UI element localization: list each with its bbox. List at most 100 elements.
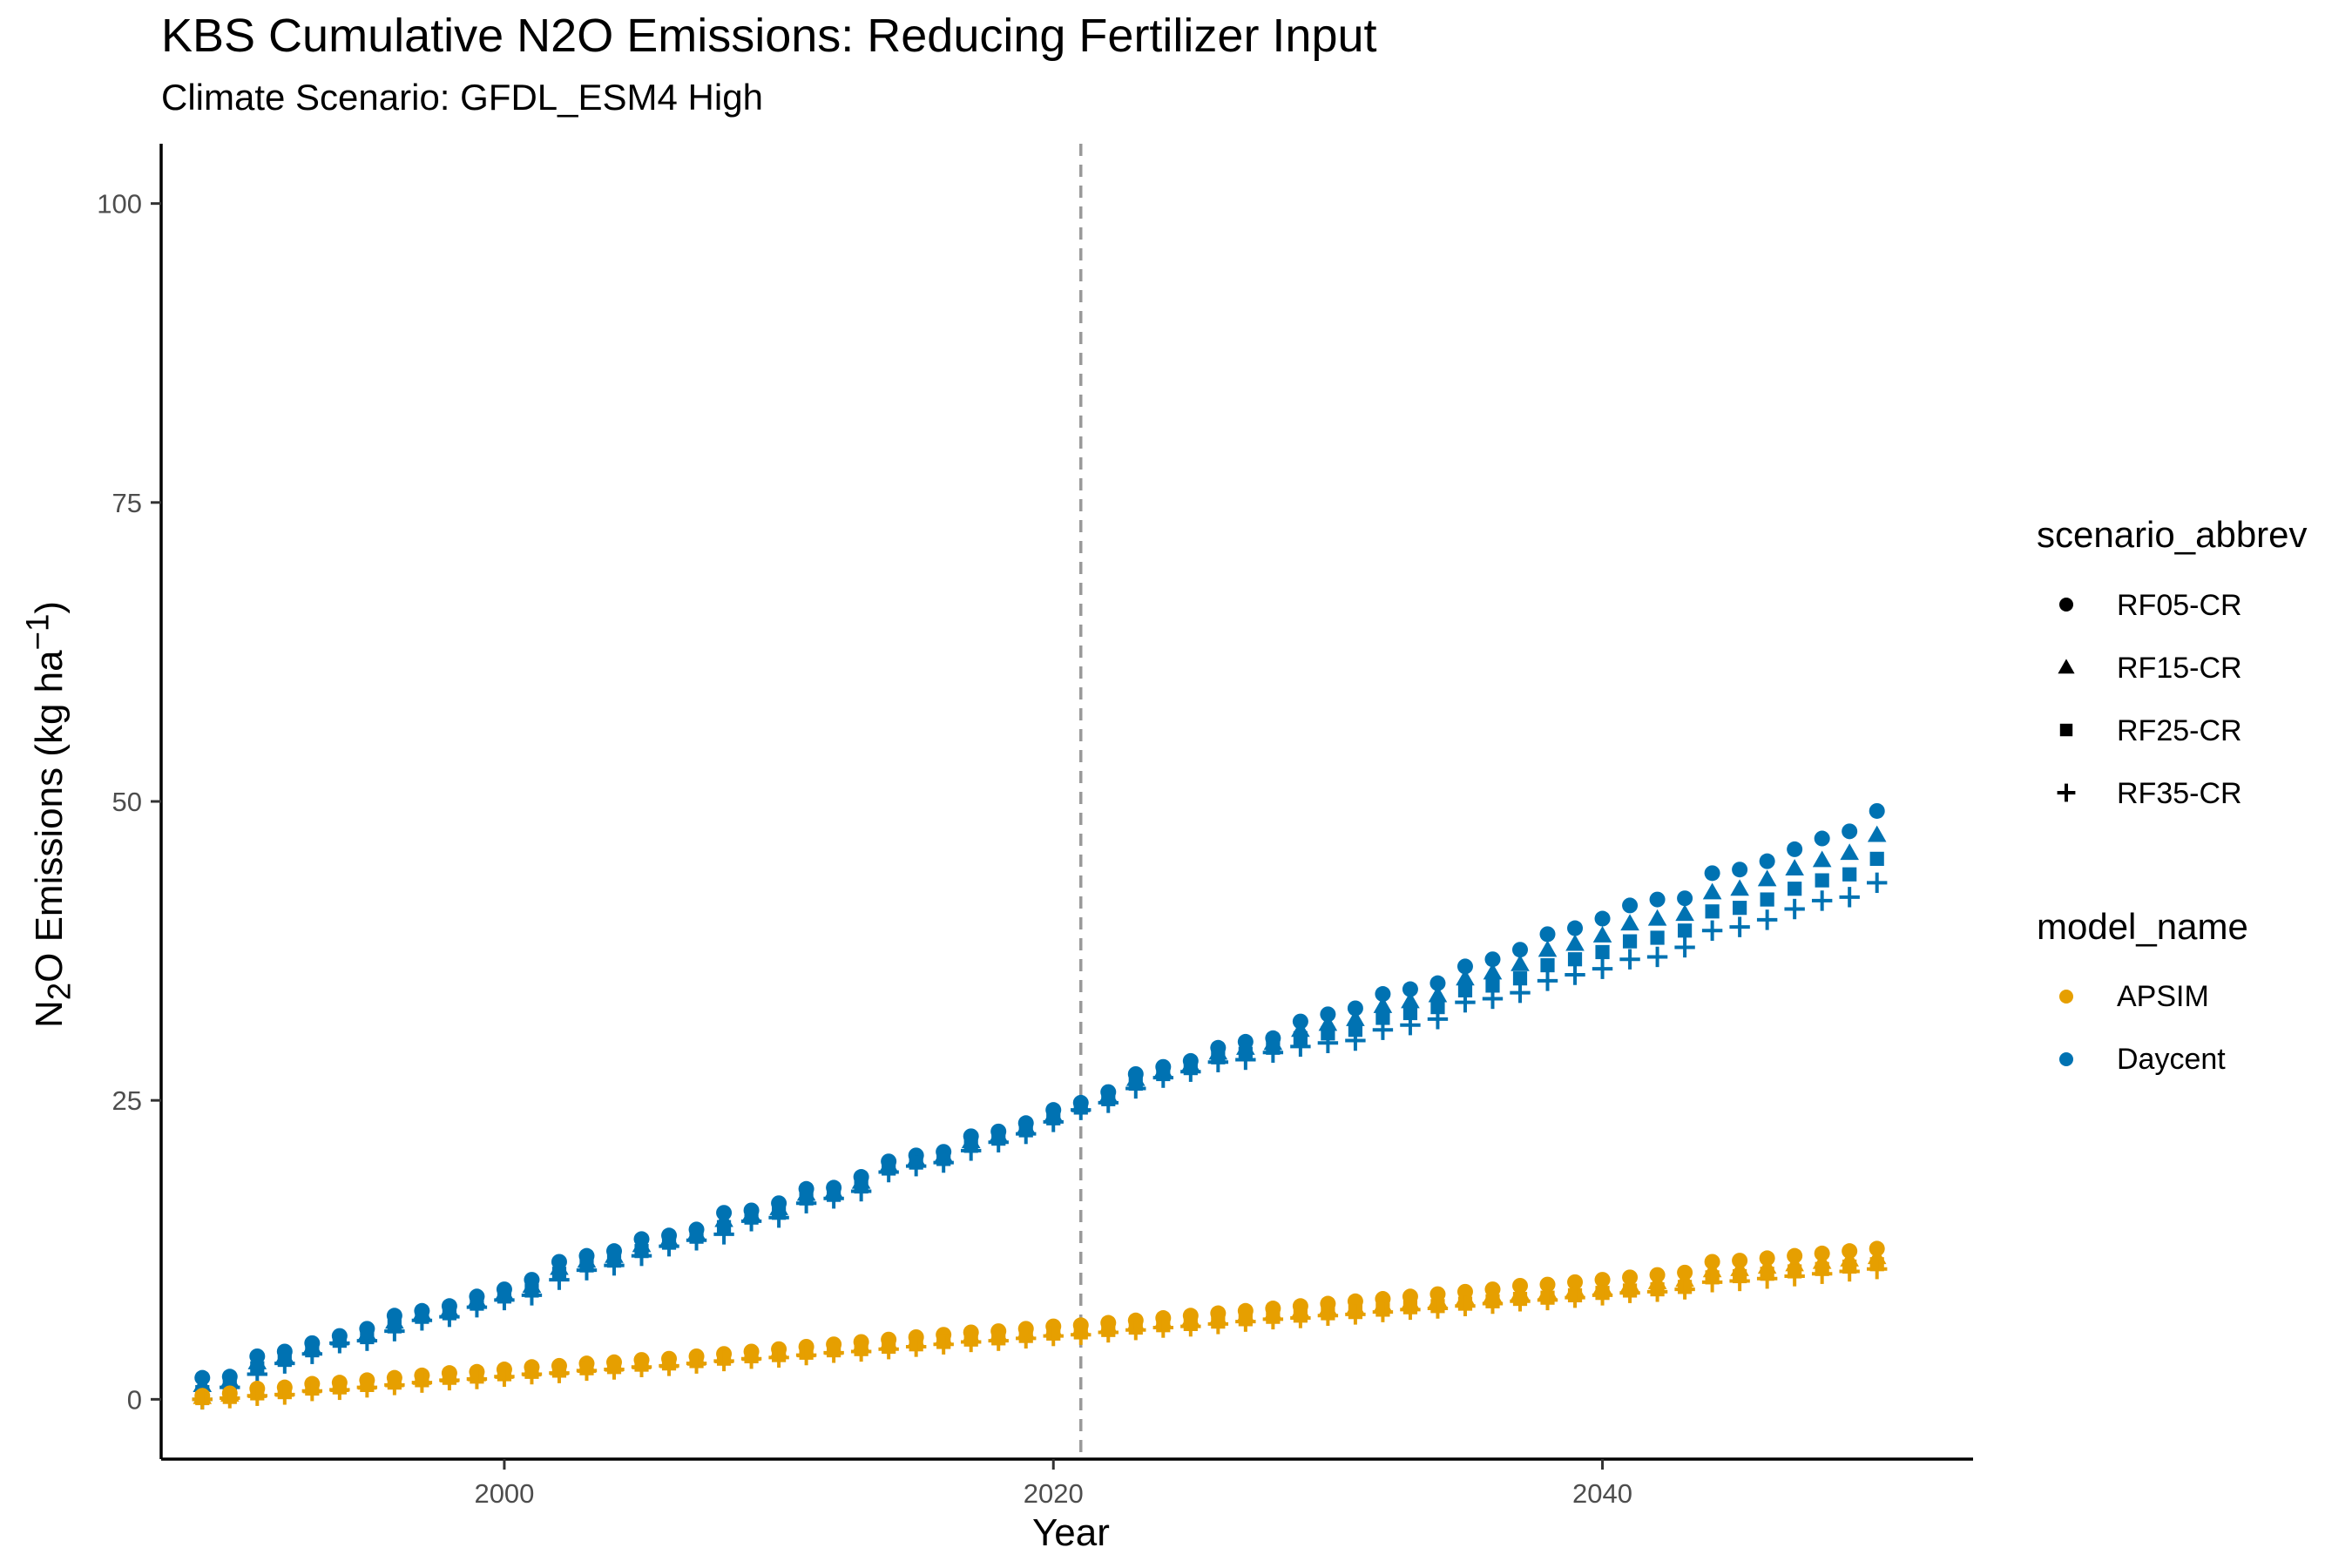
y-axis-label: N2O Emissions (kg ha−1) (19, 600, 78, 1029)
data-point (1455, 991, 1476, 1013)
data-point (329, 1379, 350, 1401)
data-point (1866, 872, 1888, 894)
data-point (1538, 940, 1558, 957)
data-point (1235, 1049, 1256, 1071)
data-point (604, 1359, 625, 1380)
data-point (1180, 1315, 1201, 1337)
data-point (1730, 879, 1749, 896)
data-point (356, 1330, 378, 1351)
data-point (1701, 920, 1723, 941)
legend-label-rf15: RF15-CR (2117, 652, 2242, 685)
data-point (247, 1385, 268, 1406)
data-point (1760, 892, 1774, 907)
data-point (740, 1211, 762, 1232)
data-point (1456, 958, 1473, 975)
data-point (1620, 914, 1639, 931)
plot-area (192, 144, 1888, 1459)
data-point (1784, 898, 1805, 920)
data-point (1701, 1272, 1723, 1293)
data-point (1677, 890, 1693, 907)
legend-label-rf05: RF05-CR (2117, 589, 2242, 622)
data-point (1512, 971, 1528, 986)
data-point (1567, 952, 1583, 967)
chart-subtitle: Climate Scenario: GFDL_ESM4 High (161, 77, 763, 118)
y-tick-label: 50 (112, 787, 142, 817)
data-point (1071, 1099, 1092, 1120)
data-point (1592, 1285, 1613, 1306)
data-point (1756, 1268, 1778, 1289)
data-point (1839, 887, 1860, 908)
axes: 0 25 50 75 100 2000 2020 2040 (97, 144, 1973, 1509)
data-point (768, 1207, 789, 1228)
data-point (329, 1333, 350, 1354)
data-point (521, 1285, 543, 1306)
data-point (1373, 996, 1393, 1013)
data-point (1207, 1051, 1229, 1072)
data-point (274, 1353, 295, 1374)
data-point (988, 1330, 1009, 1351)
data-point (960, 1331, 982, 1353)
data-point (1152, 1067, 1174, 1088)
data-point (905, 1155, 927, 1177)
data-point (411, 1310, 433, 1331)
data-point (1345, 1304, 1366, 1325)
data-point (1043, 1325, 1064, 1347)
data-point (1729, 916, 1750, 937)
data-point (439, 1306, 460, 1328)
data-point (1677, 923, 1693, 938)
data-point (439, 1369, 460, 1391)
data-point (1565, 934, 1585, 951)
data-point (1346, 1010, 1365, 1026)
data-point (1320, 1006, 1336, 1023)
data-point (1043, 1112, 1064, 1132)
data-point (740, 1348, 762, 1369)
data-point (301, 1343, 323, 1364)
series-apsim-rf35-cr (192, 1259, 1888, 1410)
data-point (631, 1356, 652, 1377)
data-point (1400, 1015, 1421, 1036)
data-point (1812, 850, 1832, 868)
data-point (220, 1388, 240, 1409)
data-point (1262, 1042, 1284, 1063)
data-point (1427, 1298, 1449, 1319)
data-point (850, 1341, 872, 1362)
data-point (1733, 901, 1747, 916)
legend-label-rf25: RF25-CR (2117, 714, 2242, 747)
data-point (1537, 1289, 1558, 1311)
data-point (1867, 825, 1887, 842)
data-point (192, 1389, 213, 1410)
data-point (1180, 1061, 1201, 1082)
data-point (795, 1344, 817, 1366)
legend-label-apsim: APSIM (2117, 980, 2209, 1013)
data-point (1511, 954, 1530, 971)
data-point (1595, 944, 1610, 960)
data-point (1675, 904, 1694, 922)
legend-key-square (2059, 723, 2073, 737)
data-point (768, 1347, 789, 1369)
data-point (1071, 1324, 1092, 1345)
data-point (1402, 981, 1418, 997)
data-point (1455, 1295, 1476, 1316)
data-point (823, 1342, 844, 1363)
legend-key-circle (2059, 598, 2073, 612)
data-point (1866, 1259, 1888, 1280)
data-point (1429, 975, 1446, 991)
data-point (1702, 882, 1722, 900)
data-point (1540, 957, 1555, 973)
data-point (384, 1321, 405, 1342)
data-point (1567, 920, 1584, 936)
data-point (1811, 1263, 1833, 1284)
x-tick-label: 2000 (474, 1478, 534, 1509)
x-tick-label: 2040 (1572, 1478, 1632, 1509)
data-point (494, 1366, 515, 1387)
legend-key-triangle (2058, 659, 2075, 674)
data-point (1016, 1123, 1037, 1145)
data-point (1647, 909, 1667, 926)
legend-key-apsim (2059, 990, 2073, 1004)
data-point (466, 1296, 488, 1318)
data-point (659, 1355, 679, 1376)
data-point (1811, 890, 1833, 911)
legend-key-plus (2057, 783, 2076, 802)
data-point (1839, 1260, 1860, 1282)
data-point (1704, 865, 1720, 882)
